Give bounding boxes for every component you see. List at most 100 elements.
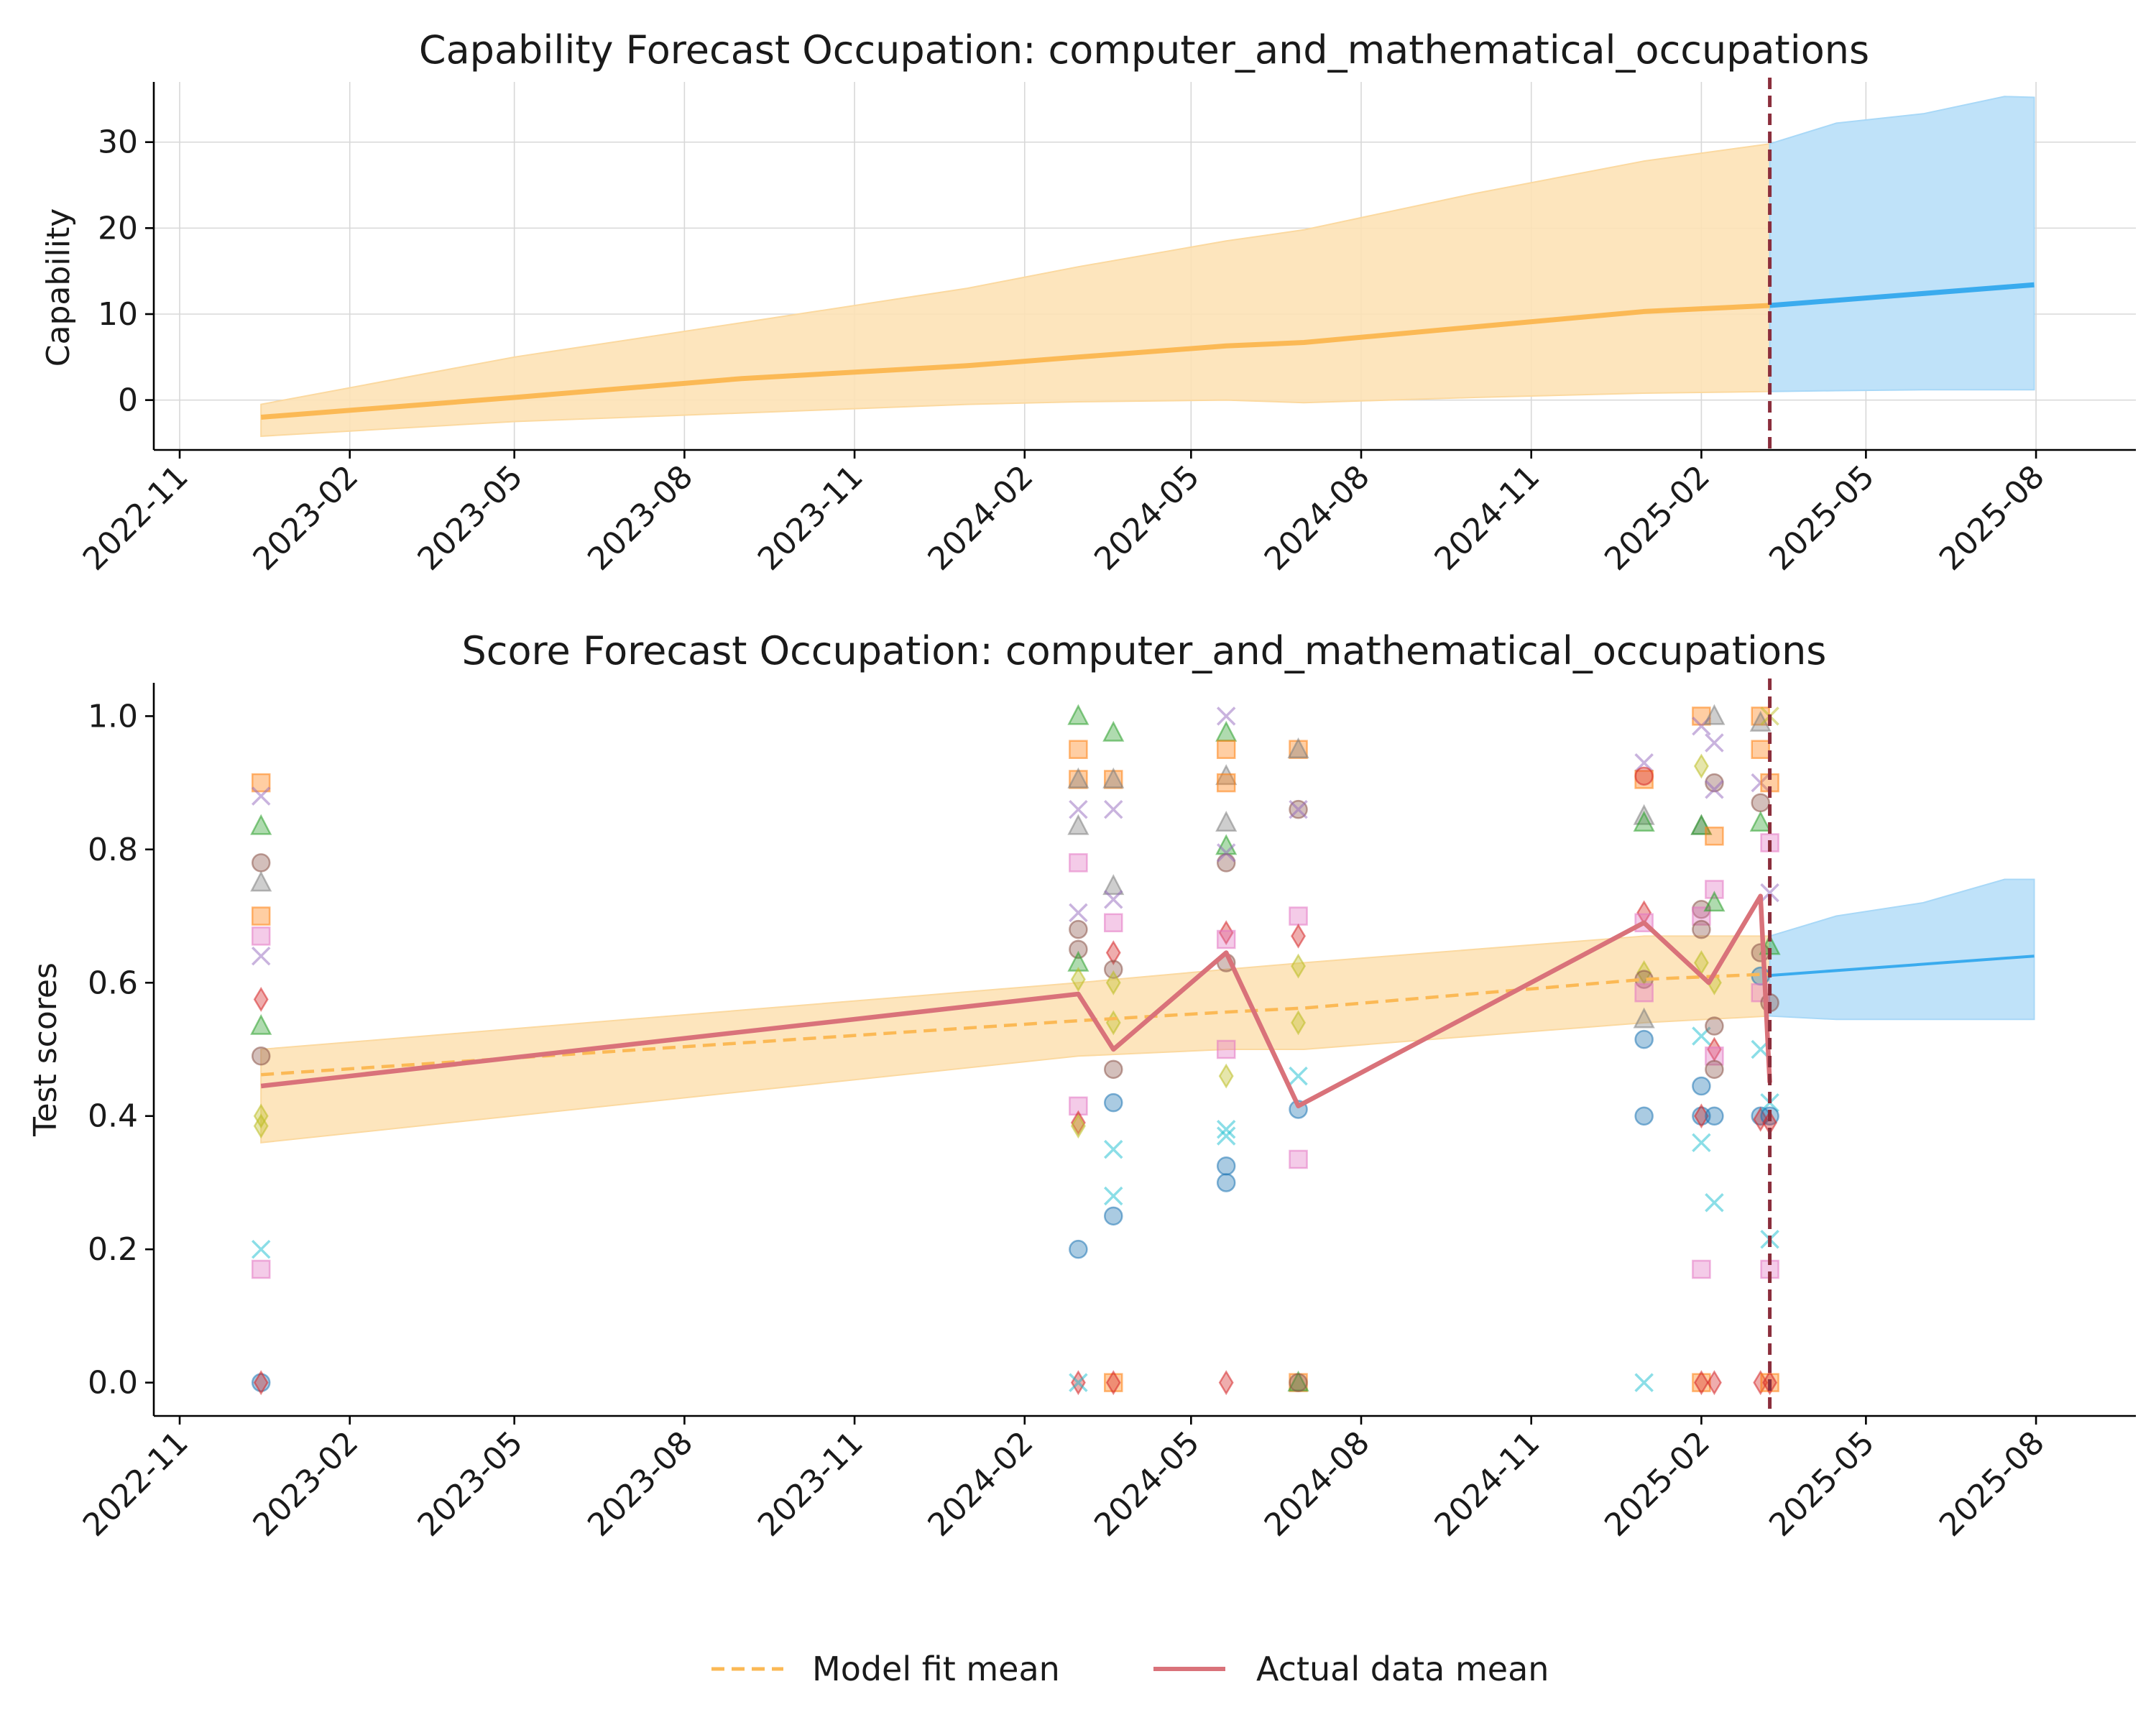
score-point-square — [1289, 1149, 1308, 1169]
score-point-triangle — [1067, 950, 1089, 972]
capability-forecast-band — [1769, 96, 2035, 392]
score-point-circle — [1751, 793, 1770, 813]
score-point-diamond — [1291, 953, 1306, 979]
score-point-square — [251, 773, 271, 793]
score-point-square — [251, 926, 271, 946]
score-x-tick-label: 2023-08 — [581, 1425, 700, 1544]
score-point-square — [1216, 929, 1236, 949]
score-point-x — [1216, 1126, 1236, 1146]
score-point-triangle — [1749, 811, 1772, 832]
score-point-x — [1289, 1066, 1308, 1086]
score-point-diamond — [1693, 1370, 1709, 1396]
score-point-x — [1705, 733, 1724, 753]
score-point-triangle — [1703, 891, 1726, 912]
score-point-diamond — [1291, 923, 1306, 949]
score-point-diamond — [1105, 970, 1121, 995]
score-point-circle — [1216, 1173, 1236, 1192]
score-x-tick-label: 2024-08 — [1258, 1425, 1377, 1544]
capability-chart: Capability Forecast Occupation: computer… — [40, 27, 2136, 578]
score-chart: Score Forecast Occupation: computer_and_… — [27, 628, 2136, 1544]
score-x-tick-label: 2022-11 — [76, 1425, 195, 1544]
score-point-triangle — [250, 814, 272, 835]
score-point-circle — [1705, 1016, 1724, 1036]
score-point-circle — [1104, 1206, 1123, 1226]
score-point-x — [251, 1239, 271, 1259]
score-point-triangle — [1102, 720, 1125, 742]
score-y-tick-label: 1.0 — [88, 698, 138, 735]
score-point-diamond — [1070, 967, 1086, 993]
score-point-circle — [251, 1046, 271, 1066]
score-point-x — [1069, 1373, 1088, 1392]
capability-x-tick-label: 2024-02 — [921, 459, 1040, 578]
score-x-tick-label: 2023-05 — [410, 1425, 530, 1544]
score-point-x — [1104, 1186, 1123, 1206]
score-point-square — [1216, 740, 1236, 759]
capability-y-tick-label: 0 — [118, 382, 138, 419]
capability-chart-title: Capability Forecast Occupation: computer… — [419, 27, 1869, 73]
score-point-square — [1705, 827, 1724, 846]
score-point-x — [1216, 707, 1236, 726]
score-point-diamond — [1706, 1370, 1722, 1396]
score-point-x — [1634, 1373, 1654, 1392]
score-x-tick-label: 2025-05 — [1762, 1425, 1881, 1544]
score-point-square — [1289, 906, 1308, 926]
capability-x-tick-label: 2022-11 — [76, 459, 195, 578]
score-x-tick-label: 2025-08 — [1932, 1425, 2052, 1544]
score-point-square — [1705, 880, 1724, 899]
score-point-x — [1069, 799, 1088, 819]
score-point-circle — [1289, 1373, 1308, 1392]
score-point-triangle — [1633, 804, 1655, 825]
score-point-x — [1216, 1120, 1236, 1139]
capability-y-tick-label: 10 — [98, 296, 138, 333]
score-point-diamond — [1105, 1370, 1121, 1396]
score-actual-mean-line — [260, 893, 1772, 1109]
capability-x-tick-label: 2024-05 — [1087, 459, 1207, 578]
score-point-circle — [1216, 1156, 1236, 1176]
score-point-x — [1760, 883, 1779, 903]
score-point-triangle — [1215, 811, 1238, 832]
score-point-circle — [1692, 919, 1711, 939]
score-point-triangle — [250, 870, 272, 892]
score-point-diamond — [1105, 940, 1121, 965]
score-point-triangle — [1067, 814, 1089, 835]
score-point-x — [1289, 799, 1308, 819]
score-point-diamond — [1291, 1010, 1306, 1036]
capability-x-tick-label: 2023-11 — [751, 459, 870, 578]
score-y-axis-label: Test scores — [27, 962, 64, 1137]
score-point-triangle — [1215, 720, 1238, 742]
capability-x-tick-label: 2025-05 — [1762, 459, 1881, 578]
legend-label-model-fit: Model fit mean — [812, 1650, 1060, 1688]
score-x-tick-label: 2023-02 — [246, 1425, 365, 1544]
score-point-x — [1216, 843, 1236, 862]
score-point-square — [251, 906, 271, 926]
score-point-triangle — [1633, 811, 1655, 832]
score-point-diamond — [1070, 1113, 1086, 1139]
score-point-diamond — [253, 1113, 269, 1139]
score-point-circle — [1216, 853, 1236, 873]
score-point-x — [1104, 799, 1123, 819]
capability-x-tick-label: 2024-08 — [1258, 459, 1377, 578]
capability-x-tick-label: 2023-05 — [410, 459, 530, 578]
score-point-x — [1069, 903, 1088, 923]
score-point-diamond — [1218, 920, 1234, 946]
score-point-diamond — [1693, 753, 1709, 779]
score-point-diamond — [1218, 1370, 1234, 1396]
score-point-triangle — [1633, 1007, 1655, 1029]
capability-y-axis-label: Capability — [40, 208, 77, 367]
score-x-tick-label: 2023-11 — [751, 1425, 870, 1544]
score-point-circle — [1692, 1076, 1711, 1096]
score-y-tick-label: 0.2 — [88, 1231, 138, 1268]
score-forecast-mean-line — [1769, 954, 2035, 978]
score-y-tick-label: 0.4 — [88, 1098, 138, 1135]
score-point-x — [1705, 780, 1724, 799]
score-point-circle — [1069, 919, 1088, 939]
score-point-circle — [1705, 773, 1724, 793]
capability-y-tick-label: 30 — [98, 124, 138, 161]
legend: Model fit mean Actual data mean — [711, 1650, 1549, 1688]
score-point-square — [251, 1259, 271, 1279]
capability-forecast-mean-line — [1769, 282, 2035, 308]
score-point-triangle — [1287, 737, 1309, 758]
score-point-circle — [1069, 939, 1088, 960]
legend-label-actual-mean: Actual data mean — [1256, 1650, 1549, 1688]
